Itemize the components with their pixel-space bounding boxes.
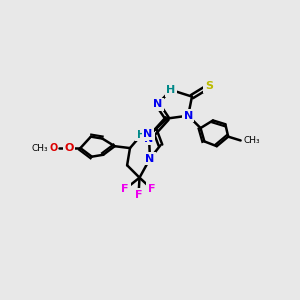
Text: H: H	[167, 85, 176, 95]
Text: H: H	[137, 130, 146, 140]
Text: F: F	[135, 190, 142, 200]
Text: S: S	[205, 81, 213, 91]
Text: F: F	[122, 184, 129, 194]
Text: N: N	[143, 129, 153, 139]
Text: N: N	[153, 99, 162, 109]
Text: N: N	[146, 154, 154, 164]
Text: N: N	[144, 134, 154, 144]
Text: CH₃: CH₃	[31, 144, 48, 153]
Text: O: O	[64, 143, 74, 153]
Text: F: F	[148, 184, 156, 194]
Text: N: N	[184, 111, 193, 121]
Text: CH₃: CH₃	[244, 136, 260, 145]
Text: O: O	[49, 143, 58, 153]
